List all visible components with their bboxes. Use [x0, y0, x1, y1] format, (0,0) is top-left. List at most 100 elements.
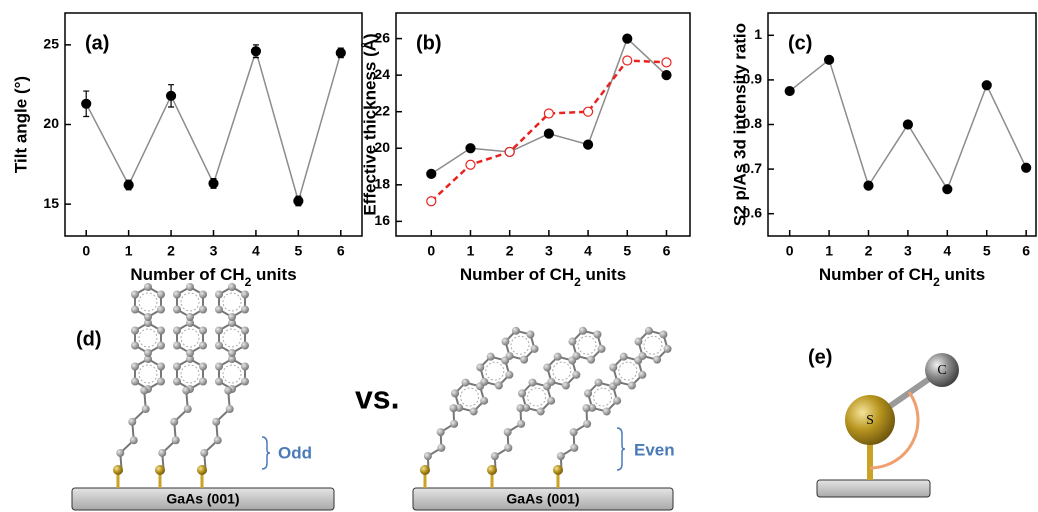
atom [228, 355, 236, 363]
atom [517, 419, 526, 428]
atom [186, 349, 194, 357]
x-tick-label: 0 [427, 243, 435, 259]
y-tick-label: 1 [754, 26, 762, 42]
chain [119, 390, 147, 472]
atom [553, 352, 562, 361]
y-tick-label: 0.9 [743, 71, 763, 87]
data-point [250, 46, 262, 57]
data-point [942, 184, 953, 195]
atom [461, 378, 470, 387]
atom [156, 377, 165, 386]
x-axis-label-part: 2 [245, 275, 252, 289]
x-tick-label: 3 [545, 243, 553, 259]
atom [240, 290, 249, 299]
plot-frame [395, 12, 691, 237]
x-axis-label-part: Number of CH [819, 265, 933, 284]
atom [240, 326, 249, 335]
atom [156, 290, 165, 299]
atom [156, 362, 165, 371]
atom [516, 404, 525, 413]
atom [170, 417, 179, 426]
atom [158, 448, 167, 457]
atom [213, 436, 222, 445]
data-point [465, 143, 476, 154]
data-point [823, 54, 835, 65]
ring-aromatic [180, 292, 200, 312]
atom [528, 378, 537, 387]
ring-aromatic [593, 387, 613, 407]
chain [203, 390, 231, 472]
x-axis-label: Number of CH2 units [460, 265, 626, 289]
atom [634, 337, 643, 346]
atom [131, 341, 140, 350]
x-tick-label: 2 [865, 243, 873, 259]
atom [518, 389, 527, 398]
atom [451, 389, 460, 398]
x-tick-label: 2 [506, 243, 514, 259]
ring-aromatic [643, 335, 663, 355]
atom [568, 337, 577, 346]
angle-arc [869, 391, 920, 470]
data-point [863, 180, 874, 191]
ring-aromatic [138, 292, 158, 312]
atom [215, 362, 224, 371]
x-tick-label: 6 [663, 243, 671, 259]
atom-label: C [937, 363, 946, 378]
atom [593, 330, 602, 339]
atom [659, 330, 668, 339]
bracket [261, 436, 271, 470]
atom [505, 370, 514, 379]
atom [225, 405, 234, 414]
sulfur-atom [197, 465, 207, 475]
x-tick-label: 5 [623, 243, 631, 259]
atom [173, 362, 182, 371]
substrate [816, 479, 931, 498]
x-tick-label: 4 [943, 243, 951, 259]
atom [198, 290, 207, 299]
atom [215, 341, 224, 350]
atom [228, 313, 236, 321]
atom [569, 428, 578, 437]
y-tick-label: 18 [374, 176, 390, 192]
x-tick-label: 1 [125, 243, 133, 259]
atom [116, 448, 125, 457]
atom [572, 351, 581, 360]
y-axis-label: Effective thickness (Å) [360, 33, 379, 215]
data-point [784, 85, 795, 97]
y-tick-label: 15 [43, 195, 59, 211]
atom [476, 363, 485, 372]
data-point [208, 178, 219, 189]
data-point [293, 195, 304, 207]
atom [228, 319, 236, 327]
atom [547, 377, 556, 386]
sulfur-atom [113, 465, 123, 475]
substrate [412, 487, 674, 511]
x-tick-label: 4 [252, 243, 260, 259]
atom [486, 352, 495, 361]
x-axis-label: Number of CH2 units [130, 265, 296, 289]
atom [141, 405, 150, 414]
ring-aromatic [180, 328, 200, 348]
ring-aromatic [222, 292, 242, 312]
x-tick-label: 1 [825, 243, 833, 259]
atom [215, 326, 224, 335]
atom [511, 326, 520, 335]
atom [186, 319, 194, 327]
atom [561, 381, 570, 390]
atom [144, 355, 152, 363]
data-point [981, 80, 992, 91]
data-point [661, 57, 672, 68]
data-point [582, 106, 594, 117]
atom [182, 386, 191, 395]
x-tick-label: 0 [82, 243, 90, 259]
atom [619, 352, 628, 361]
substrate-label: GaAs (001) [506, 491, 579, 507]
data-point [622, 33, 633, 44]
atom [494, 381, 503, 390]
atom [663, 344, 672, 353]
atom [224, 386, 233, 395]
atom [588, 403, 597, 412]
